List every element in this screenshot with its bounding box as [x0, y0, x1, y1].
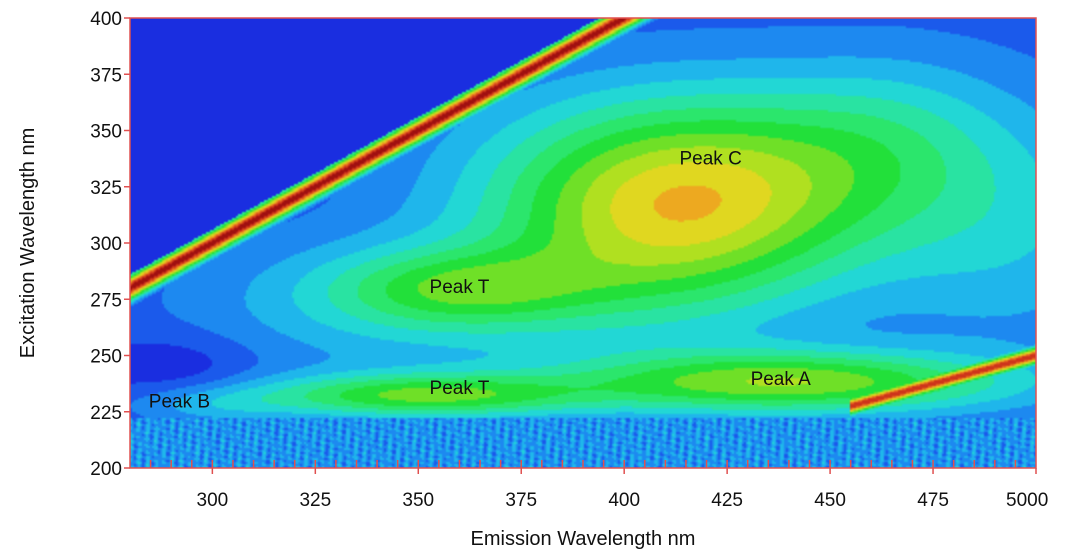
x-tick-label: 475 — [917, 490, 949, 511]
y-tick-label: 375 — [90, 65, 122, 86]
x-tick-label: 300 — [197, 490, 229, 511]
x-tick-label: 325 — [299, 490, 331, 511]
y-tick-label: 300 — [90, 234, 122, 255]
x-axis: 300 325 350 375 400 425 450 475 5000 — [197, 468, 1048, 511]
peak-label: Peak T — [430, 378, 490, 399]
x-tick-label: 375 — [505, 490, 537, 511]
y-tick-label: 200 — [90, 459, 122, 480]
peak-label: Peak C — [680, 149, 742, 170]
heatmap-surface — [130, 18, 1036, 468]
x-tick-label: 425 — [711, 490, 743, 511]
y-axis-title: Excitation Wavelength nm — [17, 128, 39, 358]
y-tick-label: 250 — [90, 347, 122, 368]
y-tick-label: 325 — [90, 178, 122, 199]
x-tick-label: 450 — [814, 490, 846, 511]
y-tick-label: 275 — [90, 290, 122, 311]
x-tick-label: 350 — [402, 490, 434, 511]
peak-label: Peak A — [751, 369, 812, 390]
y-tick-label: 350 — [90, 122, 122, 143]
minor-tick-marks — [149, 460, 1017, 468]
y-axis: 200 225 250 275 300 325 350 375 400 — [90, 9, 130, 480]
x-tick-label: 5000 — [1006, 490, 1048, 511]
y-tick-label: 225 — [90, 403, 122, 424]
peak-annotations: Peak C Peak T Peak T Peak A Peak B — [149, 149, 811, 413]
y-tick-label: 400 — [90, 9, 122, 30]
peak-label: Peak B — [149, 392, 210, 413]
plot-area — [129, 17, 1037, 469]
x-axis-title: Emission Wavelength nm — [471, 528, 696, 550]
peak-label: Peak T — [430, 277, 490, 298]
x-tick-label: 400 — [608, 490, 640, 511]
